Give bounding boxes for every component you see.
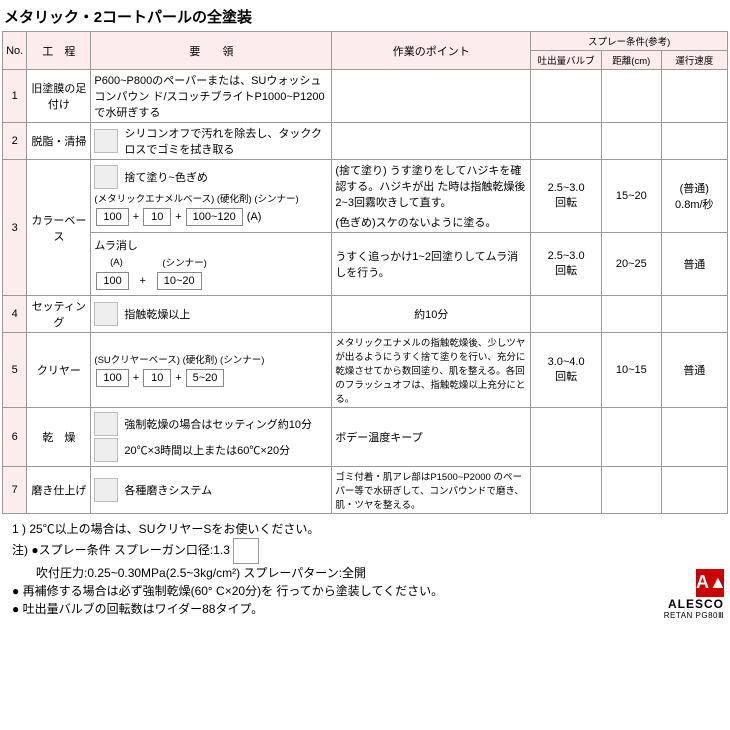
- text: 捨て塗り~色ぎめ: [124, 169, 207, 185]
- th-no: No.: [3, 32, 27, 70]
- text: (SUクリヤーベース) (硬化剤) (シンナー): [94, 352, 328, 366]
- cell-dist: 10~15: [601, 333, 661, 408]
- cell-point: ゴミ付着・肌アレ部はP1500~P2000 のペーパー等で水研ぎして、コンパウン…: [332, 467, 531, 514]
- cell-proc: カラーベース: [27, 160, 91, 296]
- table-row: 1 旧塗膜の足付け P600~P800のペーパーまたは、SUウォッシュコンパウン…: [3, 70, 728, 123]
- mix-value: 100: [96, 369, 128, 387]
- text: (A): [247, 211, 262, 223]
- cell-yoryo: シリコンオフで汚れを除去し、タッククロスでゴミを拭き取る: [91, 123, 332, 160]
- th-yoryo: 要 領: [91, 32, 332, 70]
- wipe-icon: [94, 129, 118, 153]
- th-valve: 吐出量バルブ: [531, 51, 602, 70]
- cell-no: 6: [3, 408, 27, 467]
- cell-proc: 磨き仕上げ: [27, 467, 91, 514]
- cell-yoryo: 各種磨きシステム: [91, 467, 332, 514]
- cell-dist: 15~20: [601, 160, 661, 233]
- cell-point: ボデー温度キープ: [332, 408, 531, 467]
- note-line: ● 吐出量バルブの回転数はワイダー88タイプ。: [12, 600, 443, 618]
- mix-value: 100: [96, 272, 128, 290]
- mix-value: 10: [143, 369, 171, 387]
- heat-icon: [94, 412, 118, 436]
- cell-no: 1: [3, 70, 27, 123]
- cell-yoryo: 捨て塗り~色ぎめ (メタリックエナメルベース) (硬化剤) (シンナー) 100…: [91, 160, 332, 233]
- cell-yoryo: ムラ消し (A) (シンナー) 100 + 10~20: [91, 233, 332, 296]
- logo-name: ALESCO: [664, 597, 724, 611]
- table-row: 5 クリヤー (SUクリヤーベース) (硬化剤) (シンナー) 100+ 10+…: [3, 333, 728, 408]
- text: 各種磨きシステム: [124, 482, 212, 498]
- th-dist: 距離(cm): [601, 51, 661, 70]
- cell-dist: 20~25: [601, 233, 661, 296]
- note-line: 注) ●スプレー条件 スプレーガン口径:1.3: [12, 543, 230, 557]
- cell-no: 7: [3, 467, 27, 514]
- cell-speed: 普通: [661, 333, 727, 408]
- th-process: 工 程: [27, 32, 91, 70]
- polish-icon: [94, 478, 118, 502]
- mix-value: 5~20: [186, 369, 225, 387]
- spray-icon: [94, 165, 118, 189]
- cell-proc: 乾 燥: [27, 408, 91, 467]
- cell-valve: 2.5~3.0 回転: [531, 233, 602, 296]
- clock-icon: [94, 438, 118, 462]
- logo-mark: A▲: [696, 569, 724, 597]
- cell-no: 4: [3, 296, 27, 333]
- table-row: 3 カラーベース 捨て塗り~色ぎめ (メタリックエナメルベース) (硬化剤) (…: [3, 160, 728, 233]
- table-row: 2 脱脂・清掃 シリコンオフで汚れを除去し、タッククロスでゴミを拭き取る: [3, 123, 728, 160]
- cell-point: うすく追っかけ1~2回塗りしてムラ消しを行う。: [332, 233, 531, 296]
- cell-proc: セッティング: [27, 296, 91, 333]
- cell: [531, 70, 602, 123]
- cell-point: 約10分: [332, 296, 531, 333]
- table-row: 6 乾 燥 強制乾燥の場合はセッティング約10分 20℃×3時間以上または60℃…: [3, 408, 728, 467]
- cell-point: [332, 70, 531, 123]
- text: 指触乾燥以上: [124, 306, 190, 322]
- cell-point: (捨て塗り) うす塗りをしてハジキを確認する。ハジキが出 た時は指触乾燥後2~3…: [332, 160, 531, 233]
- cell-valve: 3.0~4.0 回転: [531, 333, 602, 408]
- cell-yoryo: (SUクリヤーベース) (硬化剤) (シンナー) 100+ 10+ 5~20: [91, 333, 332, 408]
- text: (メタリックエナメルベース) (硬化剤) (シンナー): [94, 191, 328, 205]
- mix-value: 100~120: [186, 208, 243, 226]
- cell-speed: (普通) 0.8m/秒: [661, 160, 727, 233]
- cell-proc: 旧塗膜の足付け: [27, 70, 91, 123]
- cell-no: 3: [3, 160, 27, 296]
- cell-no: 5: [3, 333, 27, 408]
- brand-logo: A▲ ALESCO RETAN PG80Ⅲ: [664, 569, 724, 620]
- mix-value: 10: [143, 208, 171, 226]
- note-line: 1 ) 25℃以上の場合は、SUクリヤーSをお使いください。: [12, 520, 443, 538]
- text: シリコンオフで汚れを除去し、タッククロスでゴミを拭き取る: [124, 125, 328, 157]
- cell-proc: クリヤー: [27, 333, 91, 408]
- timer-icon: [94, 302, 118, 326]
- cell-yoryo: 強制乾燥の場合はセッティング約10分 20℃×3時間以上または60℃×20分: [91, 408, 332, 467]
- th-point: 作業のポイント: [332, 32, 531, 70]
- mix-value: 100: [96, 208, 128, 226]
- spraygun-icon: [233, 538, 259, 564]
- text: 強制乾燥の場合はセッティング約10分: [124, 416, 328, 432]
- table-row: 7 磨き仕上げ 各種磨きシステム ゴミ付着・肌アレ部はP1500~P2000 の…: [3, 467, 728, 514]
- cell-yoryo: 指触乾燥以上: [91, 296, 332, 333]
- text: ムラ消し: [94, 237, 137, 253]
- cell-yoryo: P600~P800のペーパーまたは、SUウォッシュコンパウン ド/スコッチブライ…: [91, 70, 332, 123]
- notes: 1 ) 25℃以上の場合は、SUクリヤーSをお使いください。 注) ●スプレー条…: [6, 514, 449, 620]
- th-spray: スプレー条件(参考): [531, 32, 728, 51]
- text: (色ぎめ)スケのないように塗る。: [335, 214, 527, 230]
- text: (シンナー): [162, 255, 206, 269]
- th-speed: 運行速度: [661, 51, 727, 70]
- cell-proc: 脱脂・清掃: [27, 123, 91, 160]
- table-row: ムラ消し (A) (シンナー) 100 + 10~20 うすく追っかけ1~2回塗…: [3, 233, 728, 296]
- text: 20℃×3時間以上または60℃×20分: [124, 442, 328, 458]
- text: (捨て塗り) うす塗りをしてハジキを確認する。ハジキが出 た時は指触乾燥後2~3…: [335, 162, 527, 210]
- table-row: 4 セッティング 指触乾燥以上 約10分: [3, 296, 728, 333]
- text: (A): [94, 257, 138, 268]
- cell-valve: 2.5~3.0 回転: [531, 160, 602, 233]
- mix-value: 10~20: [157, 272, 202, 290]
- note-line: ● 再補修する場合は必ず強制乾燥(60° C×20分)を 行ってから塗装してくだ…: [12, 582, 443, 600]
- cell-speed: 普通: [661, 233, 727, 296]
- cell-point: メタリックエナメルの指触乾燥後、少しツヤが出るようにうすく捨て塗りを行い、充分に…: [332, 333, 531, 408]
- cell-no: 2: [3, 123, 27, 160]
- note-line: 吹付圧力:0.25~0.30MPa(2.5~3kg/cm²) スプレーパターン:…: [12, 564, 443, 582]
- logo-sub: RETAN PG80Ⅲ: [664, 611, 724, 620]
- process-table: No. 工 程 要 領 作業のポイント スプレー条件(参考) 吐出量バルブ 距離…: [2, 31, 728, 514]
- page-title: メタリック・2コートパールの全塗装: [0, 0, 730, 31]
